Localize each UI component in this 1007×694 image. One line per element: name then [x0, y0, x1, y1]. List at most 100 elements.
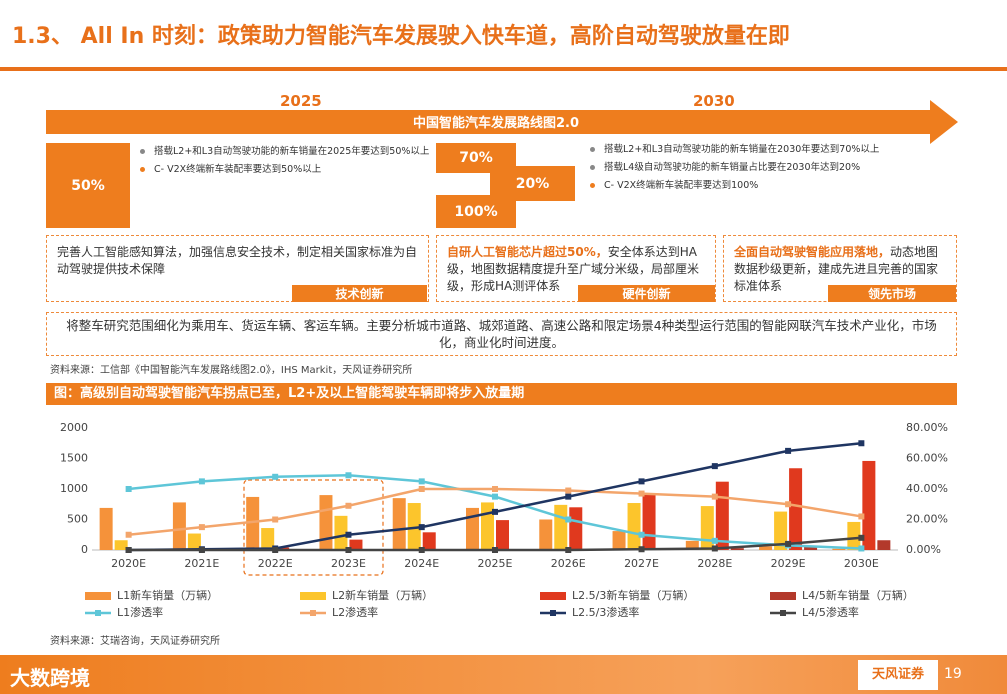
- line-marker: [418, 524, 425, 531]
- bar: [847, 521, 861, 550]
- highlight-frame: [243, 479, 384, 576]
- slide-title: 1.3、 All In 时刻：政策助力智能汽车发展驶入快车道，高阶自动驾驶放量在…: [12, 24, 790, 49]
- bullet-list: 搭载L2+和L3自动驾驶功能的新车销量在2025年要达到50%以上 C- V2X…: [140, 145, 430, 181]
- y2-tick-label: 0.00%: [906, 543, 941, 556]
- legend-swatch: [770, 592, 796, 600]
- legend-label: L4/5渗透率: [802, 605, 859, 619]
- bar: [172, 502, 186, 550]
- bar: [774, 511, 788, 550]
- legend-swatch: [300, 592, 326, 600]
- footer-firm: 天风证券: [858, 660, 938, 690]
- legend-swatch: [310, 610, 316, 616]
- x-tick-label: 2021E: [184, 557, 219, 570]
- x-tick-label: 2028E: [697, 557, 732, 570]
- legend-swatch: [85, 592, 111, 600]
- bar: [319, 495, 333, 550]
- legend-label: L2新车销量（万辆）: [332, 588, 433, 602]
- line-marker: [125, 486, 132, 492]
- line-marker: [785, 447, 792, 454]
- bar: [99, 507, 113, 550]
- line-marker: [492, 493, 498, 500]
- arrow-label: 中国智能汽车发展路线图2.0: [412, 116, 580, 131]
- card-text: 动态地图数据秒级更新，建成先进且完善的国家标准体系: [734, 245, 939, 293]
- bar: [466, 507, 479, 550]
- line-marker: [858, 545, 865, 552]
- card: 完善人工智能感知算法，加强信息安全技术，制定相关国家标准为自动驾驶提供技术保障: [46, 235, 429, 302]
- card-tag: 领先市场: [828, 285, 956, 302]
- line-marker: [198, 478, 205, 485]
- bar: [642, 494, 656, 550]
- source-note: 资料来源：艾瑞咨询，天风证券研究所: [50, 636, 220, 647]
- line-marker: [638, 531, 645, 538]
- bar: [789, 468, 803, 550]
- legend-label: L2渗透率: [332, 605, 378, 619]
- line-marker: [785, 501, 792, 508]
- bullet-list: 搭载L2+和L3自动驾驶功能的新车销量在2030年要达到70%以上 搭载L4级自…: [590, 143, 930, 197]
- line-marker: [272, 473, 279, 480]
- bar: [261, 528, 275, 550]
- line-marker: [858, 534, 865, 541]
- x-tick-label: 2026E: [551, 557, 586, 570]
- line-marker: [858, 513, 865, 520]
- line-marker: [345, 472, 352, 479]
- legend-swatch: [540, 592, 566, 600]
- summary-box: 将整车研究范围细化为乘用车、货运车辆、客运车辆。主要分析城市道路、城郊道路、高速…: [46, 312, 957, 356]
- line-marker: [711, 463, 718, 470]
- line-marker: [638, 478, 645, 485]
- bullet: 搭载L2+和L3自动驾驶功能的新车销量在2030年要达到70%以上: [590, 143, 930, 157]
- line-marker: [785, 540, 792, 547]
- bar: [759, 546, 773, 550]
- line-marker: [711, 493, 718, 500]
- line-marker: [565, 487, 572, 494]
- line-marker: [418, 486, 425, 492]
- bar: [114, 540, 128, 550]
- line-marker: [858, 440, 865, 447]
- stat-box: 50%: [46, 143, 130, 228]
- legend-swatch: [780, 610, 786, 616]
- bar: [554, 504, 568, 550]
- legend-swatch: [550, 610, 556, 616]
- bullet: C- V2X终端新车装配率要达到100%: [590, 179, 930, 193]
- x-tick-label: 2023E: [331, 557, 366, 570]
- bar: [539, 519, 553, 550]
- bar: [685, 540, 699, 550]
- bar: [627, 503, 641, 550]
- bar: [862, 460, 876, 550]
- line-marker: [125, 531, 132, 538]
- y2-tick-label: 20.00%: [906, 513, 948, 526]
- card-tag: 技术创新: [292, 285, 427, 302]
- line-marker: [711, 537, 718, 544]
- bar: [730, 548, 744, 550]
- x-tick-label: 2029E: [771, 557, 806, 570]
- line-marker: [198, 524, 205, 531]
- x-tick-label: 2025E: [478, 557, 513, 570]
- bar: [877, 540, 891, 550]
- card-tag: 硬件创新: [578, 285, 715, 302]
- y2-tick-label: 80.00%: [906, 421, 948, 434]
- y-tick-label: 1000: [60, 482, 88, 495]
- bar: [246, 496, 260, 550]
- bar: [407, 503, 421, 550]
- chart-caption: 图：高级别自动驾驶智能汽车拐点已至，L2+及以上智能驾驶车辆即将步入放量期: [46, 383, 957, 405]
- line-marker: [418, 478, 425, 485]
- y2-tick-label: 60.00%: [906, 452, 948, 465]
- card: 全面自动驾驶智能应用落地，动态地图数据秒级更新，建成先进且完善的国家标准体系: [723, 235, 957, 302]
- title-rule: [0, 67, 1007, 71]
- year-label: 2025: [280, 92, 322, 110]
- line-marker: [345, 547, 352, 553]
- bar: [422, 532, 436, 550]
- roadmap-arrow: [46, 100, 958, 144]
- bar: [804, 546, 818, 550]
- line-marker: [638, 490, 645, 497]
- line-marker: [565, 516, 572, 523]
- footer-band: [0, 655, 1007, 694]
- legend-label: L1渗透率: [117, 605, 163, 619]
- card-text: 安全体系达到HA级，地图数据精度提升至广域分米级，局部厘米级，形成HA测评体系: [447, 245, 700, 293]
- line-marker: [492, 547, 498, 553]
- y-tick-label: 500: [67, 513, 88, 526]
- legend-label: L4/5新车销量（万辆）: [802, 588, 914, 602]
- bar: [832, 548, 846, 550]
- page-number: 19: [944, 666, 962, 682]
- x-tick-label: 2027E: [624, 557, 659, 570]
- card-text: 完善人工智能感知算法，加强信息安全技术，制定相关国家标准为自动驾驶提供技术保障: [57, 245, 418, 276]
